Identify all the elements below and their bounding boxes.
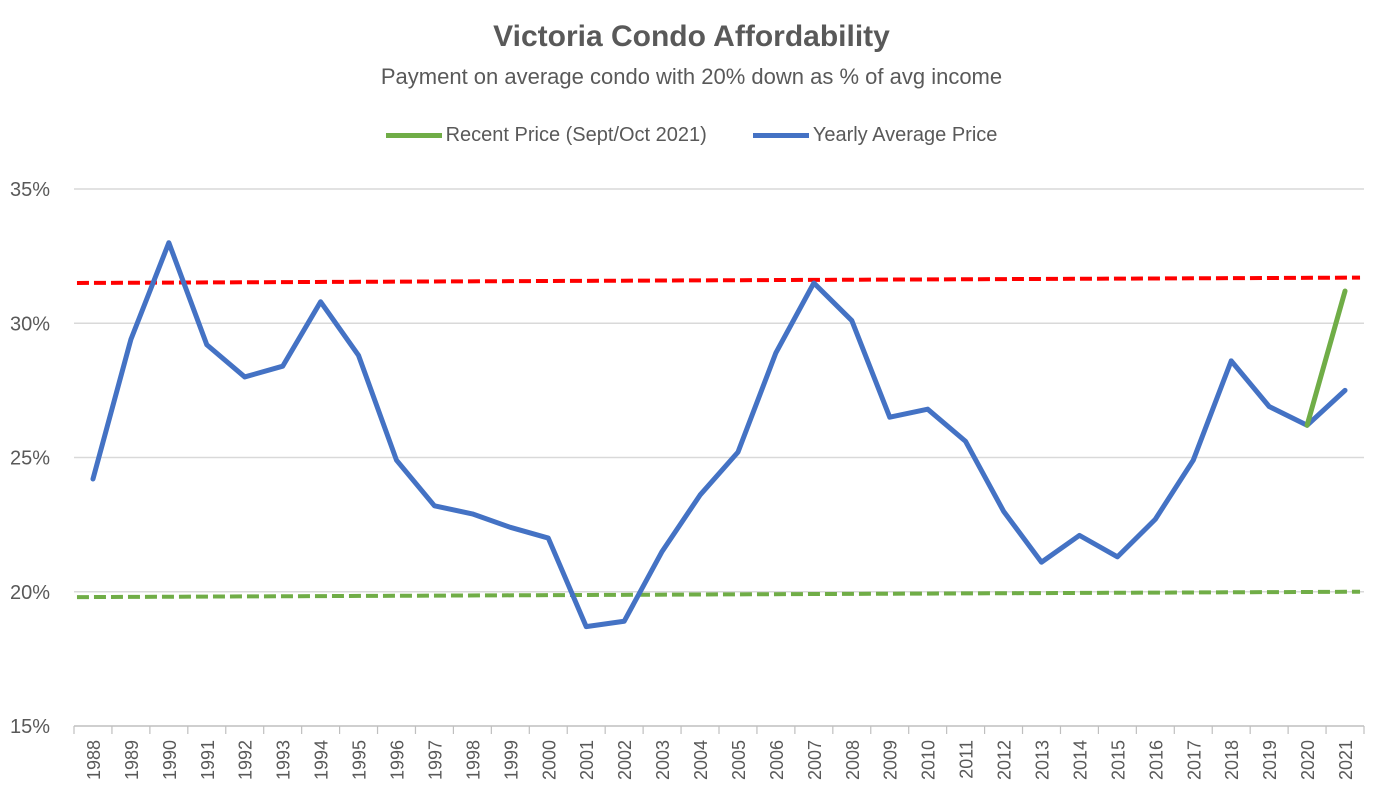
x-tick-label: 2004: [691, 740, 711, 780]
y-tick-label: 20%: [10, 582, 50, 604]
legend-swatch-recent-price: [385, 133, 442, 138]
x-tick-label: 2008: [843, 740, 863, 780]
x-axis: [73, 725, 1365, 734]
x-tick-label: 2020: [1298, 740, 1318, 780]
chart-legend: Recent Price (Sept/Oct 2021) Yearly Aver…: [0, 124, 1383, 147]
x-tick-label: 2009: [881, 740, 901, 780]
x-tick-label: 1992: [236, 740, 256, 780]
y-tick-label: 15%: [10, 716, 50, 738]
chart-title: Victoria Condo Affordability: [493, 20, 890, 53]
data-series: [90, 240, 1348, 630]
x-tick-label: 2014: [1070, 740, 1090, 780]
legend-item-yearly-average: Yearly Average Price: [752, 124, 998, 147]
reference-line-upper-dashed: [76, 275, 1361, 285]
x-tick-label: 1993: [274, 740, 294, 780]
legend-swatch-yearly-average: [752, 133, 809, 138]
x-tick-label: 2016: [1146, 740, 1166, 780]
x-tick-label: 2001: [577, 740, 597, 780]
y-tick-label: 35%: [10, 179, 50, 201]
x-tick-label: 1989: [122, 740, 142, 780]
reference-line-lower-dashed: [76, 589, 1361, 600]
x-tick-label: 1997: [425, 740, 445, 780]
y-tick-label: 30%: [10, 313, 50, 335]
y-tick-label: 25%: [10, 448, 50, 470]
legend-label-yearly-average: Yearly Average Price: [812, 124, 998, 146]
chart-subtitle: Payment on average condo with 20% down a…: [380, 64, 1003, 89]
x-tick-label: 1995: [350, 740, 370, 780]
gridlines: [74, 188, 1364, 593]
x-tick-label: 2006: [767, 740, 787, 780]
x-tick-label: 2005: [729, 740, 749, 780]
x-tick-label: 1990: [160, 740, 180, 780]
legend-item-recent-price: Recent Price (Sept/Oct 2021): [385, 124, 707, 147]
legend-label-recent-price: Recent Price (Sept/Oct 2021): [445, 124, 707, 146]
x-tick-label: 2003: [653, 740, 673, 780]
x-tick-label: 2019: [1260, 740, 1280, 780]
x-tick-label: 1996: [388, 740, 408, 780]
x-tick-label: 1994: [312, 740, 332, 780]
x-tick-label: 2017: [1184, 740, 1204, 780]
series-line-recent-price: [1304, 288, 1348, 428]
x-tick-label: 2021: [1336, 740, 1356, 780]
x-tick-label: 2018: [1222, 740, 1242, 780]
reference-lines: [76, 275, 1361, 600]
x-tick-label: 2000: [539, 740, 559, 780]
x-tick-label: 2007: [805, 740, 825, 780]
series-line-yearly-average: [90, 240, 1348, 630]
x-tick-label: 1999: [501, 740, 521, 780]
x-tick-label: 2013: [1033, 740, 1053, 780]
x-tick-label: 2012: [995, 740, 1015, 780]
x-tick-label: 1988: [84, 740, 104, 780]
x-tick-label: 2002: [615, 740, 635, 780]
x-tick-label: 1991: [198, 740, 218, 780]
x-tick-label: 2010: [919, 740, 939, 780]
x-tick-label: 2015: [1108, 740, 1128, 780]
y-axis-tick-labels: 15% 20% 25% 30% 35%: [10, 179, 50, 738]
x-axis-tick-labels: 1988 1989 1990 1991 1992 1993 1994 1995 1996 1997…: [84, 740, 1356, 780]
x-tick-label: 2011: [957, 740, 977, 779]
x-tick-label: 1998: [463, 740, 483, 780]
